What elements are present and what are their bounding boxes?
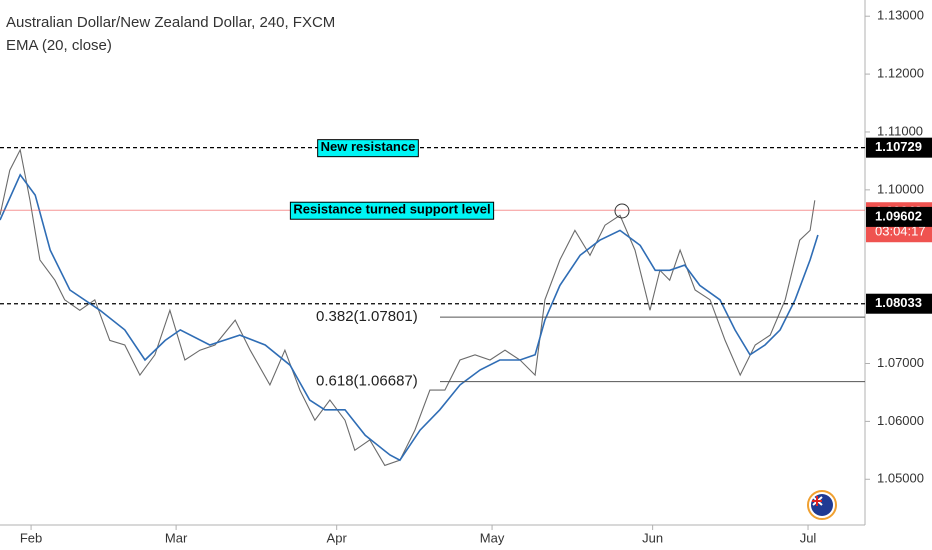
price-badge	[866, 137, 932, 158]
x-tick-label: Feb	[20, 530, 42, 545]
price-badge	[866, 293, 932, 314]
x-tick-label: Jul	[800, 530, 817, 545]
fib-label: 0.382(1.07801)	[316, 308, 418, 325]
level-annotation: New resistance	[321, 139, 416, 154]
countdown-badge	[866, 222, 932, 243]
annotation-box	[289, 201, 495, 220]
y-tick-label: 1.13000	[877, 8, 924, 23]
y-tick-label: 1.11000	[877, 123, 923, 138]
x-tick-label: Jun	[642, 530, 663, 545]
price-badge-label: 1.08033	[875, 295, 922, 310]
price-badge-label: 1.10729	[875, 139, 922, 154]
y-tick-label: 1.10000	[877, 181, 924, 196]
ema-line	[0, 173, 819, 462]
marker-circle	[614, 203, 630, 219]
x-tick-label: Mar	[165, 530, 188, 545]
level-annotation: Resistance turned support level	[293, 202, 490, 217]
y-tick-label: 1.12000	[877, 66, 924, 81]
y-tick-label: 1.06000	[877, 413, 924, 428]
legend-entry: EMA (20, close)	[6, 37, 112, 54]
x-tick-label: May	[480, 530, 505, 545]
price-line	[0, 148, 816, 467]
y-tick-label: 1.05000	[877, 471, 924, 486]
x-tick-label: Apr	[327, 530, 348, 545]
flag-icon	[807, 490, 837, 520]
countdown-label: 03:04:17	[875, 224, 926, 239]
price-badge	[866, 206, 932, 227]
chart-title: Australian Dollar/New Zealand Dollar, 24…	[6, 14, 335, 31]
annotation-box	[317, 139, 419, 158]
fib-label: 0.618(1.06687)	[316, 373, 418, 390]
price-badge-label: 1.09602	[875, 208, 922, 223]
y-tick-label: 1.07000	[877, 355, 924, 370]
